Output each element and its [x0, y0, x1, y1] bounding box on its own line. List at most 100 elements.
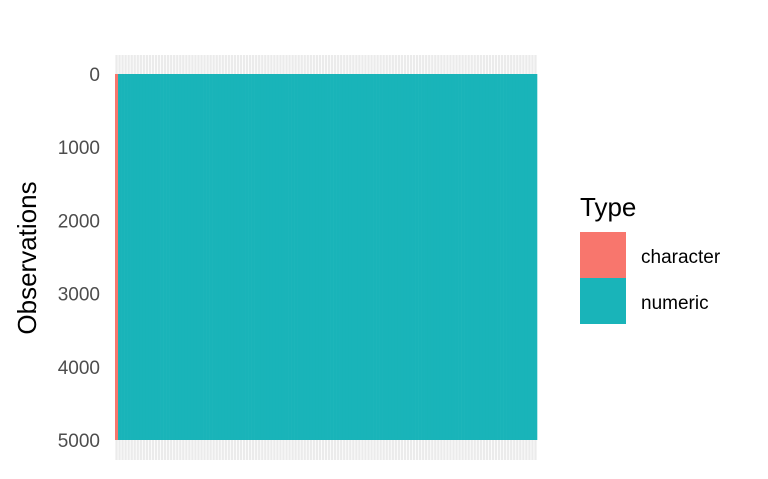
cell-numeric: [281, 74, 286, 440]
cell-numeric: [145, 74, 149, 440]
cell-numeric: [430, 74, 435, 440]
data-cells: [115, 74, 538, 440]
cell-numeric: [439, 74, 444, 440]
cell-numeric: [470, 74, 474, 440]
cell-numeric: [509, 74, 514, 440]
cell-numeric: [400, 74, 404, 440]
cell-numeric: [351, 74, 356, 440]
cell-numeric: [385, 74, 389, 440]
cell-numeric: [360, 74, 365, 440]
cell-numeric: [169, 74, 173, 440]
cell-numeric: [245, 74, 249, 440]
cell-numeric: [200, 74, 204, 440]
cell-numeric: [251, 74, 255, 440]
cell-numeric: [196, 74, 201, 440]
cell-numeric: [394, 74, 398, 440]
cell-character: [115, 74, 119, 440]
cell-numeric: [275, 74, 280, 440]
y-axis: 0 1000 2000 3000 4000 5000: [58, 65, 100, 452]
cell-numeric: [348, 74, 353, 440]
cell-numeric: [257, 74, 262, 440]
legend-key-character: [580, 232, 626, 278]
cell-numeric: [485, 74, 489, 440]
cell-numeric: [297, 74, 301, 440]
legend-label-character: character: [641, 247, 721, 268]
cell-numeric: [342, 74, 347, 440]
cell-numeric: [442, 74, 447, 440]
cell-numeric: [455, 74, 459, 440]
cell-numeric: [121, 74, 125, 440]
cell-numeric: [397, 74, 401, 440]
cell-numeric: [124, 74, 128, 440]
cell-numeric: [424, 74, 429, 440]
cell-numeric: [506, 74, 510, 440]
cell-numeric: [151, 74, 155, 440]
cell-numeric: [303, 74, 307, 440]
cell-numeric: [415, 74, 419, 440]
cell-numeric: [418, 74, 422, 440]
cell-numeric: [248, 74, 252, 440]
cell-numeric: [236, 74, 240, 440]
cell-numeric: [512, 74, 517, 440]
cell-numeric: [239, 74, 243, 440]
cell-numeric: [421, 74, 425, 440]
cell-numeric: [366, 74, 371, 440]
cell-numeric: [206, 74, 210, 440]
cell-numeric: [133, 74, 137, 440]
cell-numeric: [327, 74, 331, 440]
cell-numeric: [212, 74, 216, 440]
cell-numeric: [515, 74, 520, 440]
cell-numeric: [300, 74, 304, 440]
cell-numeric: [476, 74, 480, 440]
legend-label-numeric: numeric: [641, 293, 709, 314]
cell-numeric: [148, 74, 152, 440]
cell-numeric: [163, 74, 167, 440]
cell-numeric: [142, 74, 146, 440]
cell-numeric: [339, 74, 343, 440]
cell-numeric: [333, 74, 337, 440]
cell-numeric: [154, 74, 158, 440]
cell-numeric: [363, 74, 368, 440]
cell-numeric: [242, 74, 246, 440]
cell-numeric: [266, 74, 271, 440]
cell-numeric: [491, 74, 495, 440]
cell-numeric: [318, 74, 322, 440]
cell-numeric: [127, 74, 131, 440]
cell-numeric: [166, 74, 170, 440]
cell-numeric: [312, 74, 316, 440]
cell-numeric: [136, 74, 140, 440]
cell-numeric: [209, 74, 213, 440]
cell-numeric: [215, 74, 219, 440]
y-tick-label: 3000: [58, 285, 100, 306]
cell-numeric: [294, 74, 298, 440]
cell-numeric: [497, 74, 501, 440]
cell-numeric: [175, 74, 180, 440]
cell-numeric: [203, 74, 207, 440]
cell-numeric: [427, 74, 432, 440]
cell-numeric: [409, 74, 413, 440]
cell-numeric: [436, 74, 441, 440]
cell-numeric: [187, 74, 192, 440]
cell-numeric: [224, 74, 228, 440]
cell-numeric: [494, 74, 498, 440]
cell-numeric: [382, 74, 386, 440]
cell-numeric: [227, 74, 231, 440]
cell-numeric: [260, 74, 265, 440]
y-tick-label: 5000: [58, 431, 100, 452]
cell-numeric: [503, 74, 507, 440]
cell-numeric: [118, 74, 122, 440]
cell-numeric: [482, 74, 486, 440]
cell-numeric: [309, 74, 313, 440]
cell-numeric: [221, 74, 225, 440]
cell-numeric: [285, 74, 289, 440]
cell-numeric: [130, 74, 134, 440]
cell-numeric: [406, 74, 410, 440]
cell-numeric: [357, 74, 362, 440]
cell-numeric: [139, 74, 143, 440]
cell-numeric: [330, 74, 334, 440]
cell-numeric: [388, 74, 392, 440]
cell-numeric: [412, 74, 416, 440]
cell-numeric: [379, 74, 383, 440]
cell-numeric: [269, 74, 274, 440]
